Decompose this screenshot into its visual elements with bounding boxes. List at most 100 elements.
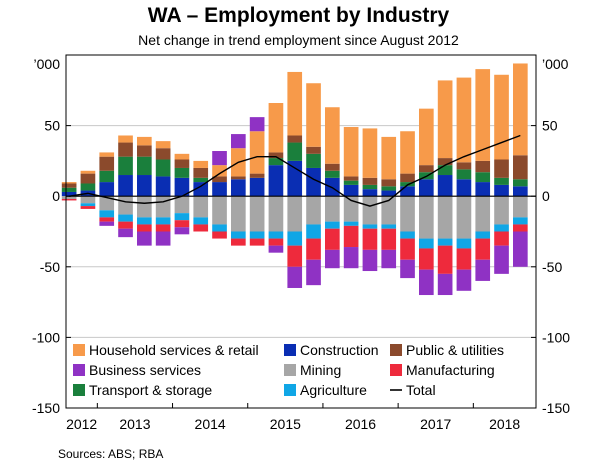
bar-transport-storage [61,187,77,192]
x-tick-label: 2013 [119,416,150,432]
bar-household-services-retail [268,103,284,153]
bar-manufacturing [174,220,190,228]
legend-label: Manufacturing [406,362,495,378]
bar-mining [155,196,171,218]
bar-mining [174,196,190,214]
legend-swatch [73,384,85,396]
bar-business-services [155,231,171,246]
bar-business-services [99,221,115,226]
bar-transport-storage [193,177,209,183]
bar-transport-storage [155,159,171,177]
bar-mining [456,196,472,239]
bar-public-utilities [193,167,209,178]
bar-agriculture [118,214,133,222]
legend-label: Business services [89,362,201,378]
bar-manufacturing [193,224,209,232]
bar-public-utilities [249,173,265,178]
bar-agriculture [325,221,340,229]
bar-agriculture [137,217,152,225]
bar-mining [400,196,415,232]
legend-background [70,340,525,402]
bar-public-utilities [362,177,378,185]
bar-public-utilities [381,179,397,187]
bar-business-services [494,245,509,274]
bar-household-services-retail [287,71,303,136]
bar-manufacturing [61,199,77,201]
bar-agriculture [212,224,227,232]
bar-household-services-retail [494,74,509,160]
bar-manufacturing [306,238,321,260]
bar-business-services [343,247,359,269]
bar-mining [343,196,359,222]
bar-public-utilities [137,145,152,157]
bar-mining [513,196,528,218]
y-tick-label-left: 0 [52,188,60,204]
bar-transport-storage [437,165,453,176]
legend-label: Agriculture [300,382,367,398]
bar-household-services-retail [475,69,491,161]
bar-agriculture [155,217,171,225]
bar-manufacturing [494,231,509,246]
bar-construction [212,182,227,197]
bar-construction [61,191,77,197]
x-tick-label: 2015 [270,416,301,432]
bar-public-utilities [61,183,77,188]
bar-mining [118,196,133,215]
bar-household-services-retail [212,165,227,177]
bar-agriculture [437,238,453,246]
bar-transport-storage [362,184,378,190]
bar-public-utilities [419,165,434,173]
bar-business-services [137,231,152,246]
bar-public-utilities [306,146,321,154]
bar-business-services [268,245,284,253]
bar-construction [306,167,321,197]
bar-agriculture [494,224,509,232]
bar-construction [362,189,378,197]
bar-mining [287,196,303,232]
bar-mining [306,196,321,225]
bar-manufacturing [437,245,453,274]
bar-agriculture [362,224,378,229]
bar-household-services-retail [80,170,96,174]
bar-public-utilities [287,135,303,143]
bar-household-services-retail [437,80,453,159]
bar-household-services-retail [381,136,397,180]
legend-label: Total [406,382,436,398]
legend-swatch [73,344,85,356]
bar-household-services-retail [99,152,115,157]
y-tick-label-left: -50 [40,259,60,275]
bar-agriculture [456,238,472,249]
bar-manufacturing [287,245,303,267]
bar-business-services [513,231,528,267]
bar-household-services-retail [61,182,77,184]
bar-manufacturing [419,248,434,270]
bar-manufacturing [231,238,246,246]
bar-household-services-retail [325,107,340,164]
bar-public-utilities [212,176,227,183]
bar-public-utilities [99,156,115,171]
bar-agriculture [268,231,284,239]
bar-mining [268,196,284,232]
bar-construction [513,186,528,197]
bar-mining [99,196,115,211]
legend-swatch [284,344,296,356]
bar-household-services-retail [362,128,378,178]
bar-mining [249,196,265,232]
bar-construction [193,182,209,197]
x-tick-label: 2016 [345,416,376,432]
bar-business-services [174,227,190,235]
bar-transport-storage [80,183,96,191]
bar-business-services [475,259,491,281]
bar-public-utilities [400,173,415,183]
bar-manufacturing [118,221,133,229]
legend-label: Household services & retail [89,342,259,358]
bar-transport-storage [287,142,303,161]
total-line [69,134,521,207]
bar-public-utilities [456,162,472,170]
bar-agriculture [80,203,96,207]
bar-household-services-retail [513,63,528,156]
bar-mining [193,196,209,218]
bar-manufacturing [268,238,284,246]
bar-business-services [249,117,265,132]
bar-transport-storage [325,170,340,178]
